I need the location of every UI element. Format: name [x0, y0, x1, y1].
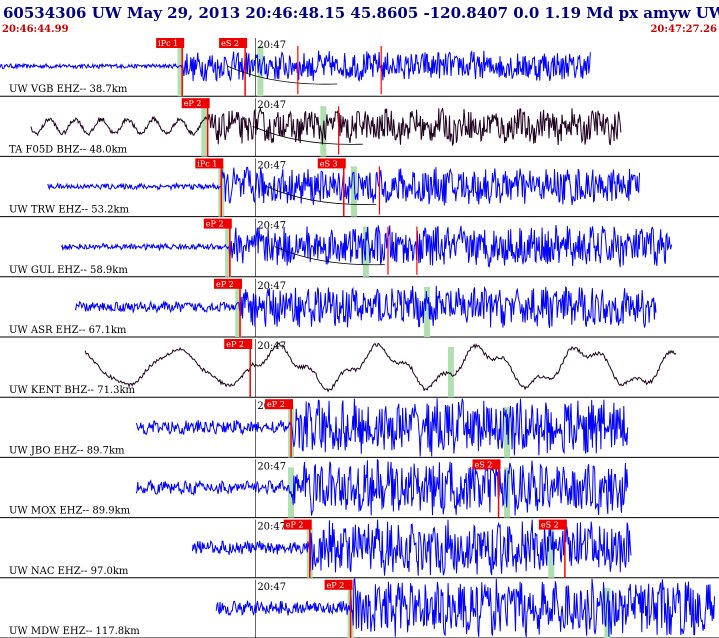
station-label: UW VGB EHZ-- 38.7km — [9, 84, 128, 95]
trace-panel: 20:47 iPc 1 eS 3 UW TRW EHZ-- 53.2km — [0, 158, 719, 218]
station-label: UW GUL EHZ-- 58.9km — [9, 265, 128, 276]
minute-marker-label: 20:47 — [257, 100, 286, 111]
arrival-window — [424, 286, 431, 337]
phase-pick-label: eP 2 — [267, 400, 285, 409]
trace-panel: 20:47 eP 2 UW GUL EHZ-- 58.9km — [0, 218, 719, 278]
minute-marker-label: 20:47 — [257, 582, 286, 593]
phase-pick-box — [214, 278, 243, 289]
arrival-window — [225, 226, 232, 277]
station-label: UW MOX EHZ-- 89.9km — [9, 506, 131, 517]
minute-marker-label: 20:47 — [257, 281, 286, 292]
arrival-window — [235, 286, 242, 337]
trace-panel: 20:47 eP 2 UW ASR EHZ-- 67.1km — [0, 278, 719, 338]
seismic-trace — [60, 225, 672, 268]
seismic-trace — [135, 398, 629, 457]
phase-pick-label: eS 2 — [221, 39, 239, 48]
trace-panel: 20:47 eP 2 eS 2 UW NAC EHZ-- 97.0km — [0, 519, 719, 579]
phase-pick-box — [224, 339, 253, 349]
station-label: UW KENT BHZ-- 71.3km — [9, 385, 136, 396]
travel-time-curve — [252, 125, 363, 145]
arrival-window — [604, 587, 611, 638]
seismic-trace — [84, 341, 677, 393]
arrival-window — [548, 527, 555, 578]
seismic-trace — [30, 106, 622, 147]
phase-pick-box — [219, 38, 248, 48]
phase-pick-label: eP 2 — [184, 99, 202, 108]
minute-marker-label: 20:47 — [257, 40, 286, 51]
travel-time-curve — [266, 186, 377, 205]
phase-pick-box — [324, 579, 353, 590]
trace-panel: 20:47 eS 2 UW MOX EHZ-- 89.9km — [0, 459, 719, 519]
minute-marker-label: 20:47 — [257, 461, 286, 472]
station-label: UW ASR EHZ-- 67.1km — [9, 325, 127, 336]
phase-pick-label: eP 2 — [216, 280, 234, 289]
station-label: UW TRW EHZ-- 53.2km — [9, 205, 130, 216]
phase-pick-box — [283, 519, 312, 530]
phase-pick-box — [181, 98, 210, 109]
phase-pick-label: eS 2 — [541, 521, 559, 530]
arrival-window — [350, 166, 357, 217]
phase-pick-box — [317, 158, 346, 169]
phase-pick-box — [265, 399, 294, 410]
event-title: 60534306 UW May 29, 2013 20:46:48.15 45.… — [3, 4, 719, 22]
station-label: UW NAC EHZ-- 97.0km — [9, 566, 129, 577]
seismic-trace — [74, 285, 657, 329]
phase-pick-box — [472, 459, 501, 470]
minute-marker-label: 20:47 — [257, 522, 286, 533]
arrival-window — [447, 347, 454, 398]
trace-panel: 20:47 eP 2 UW KENT BHZ-- 71.3km — [0, 339, 719, 398]
phase-pick-label: eP 2 — [226, 340, 244, 349]
phase-pick-label: eP 2 — [327, 581, 345, 590]
phase-pick-label: eP 2 — [286, 521, 304, 530]
seismic-trace — [215, 577, 715, 638]
minute-marker-label: 20:47 — [257, 160, 286, 171]
seismic-trace — [0, 50, 591, 83]
phase-pick-box — [156, 38, 185, 48]
phase-pick-box — [195, 158, 224, 169]
phase-pick-box — [203, 218, 232, 229]
phase-pick-label: eS 2 — [475, 460, 493, 469]
phase-pick-label: eP 2 — [206, 220, 224, 229]
end-time-label: 20:47:27.26 — [650, 24, 717, 35]
trace-panel: 20:47 eP 2 TA F05D BHZ-- 48.0km — [0, 98, 719, 157]
station-label: UW JBO EHZ-- 89.7km — [9, 445, 125, 456]
trace-panel: 20:47 iPc 1 eS 2 UW VGB EHZ-- 38.7km — [0, 38, 719, 97]
station-label: UW MDW EHZ-- 117.8km — [9, 626, 140, 637]
seismic-trace — [191, 519, 632, 576]
trace-panel: 20:47 eP 2 UW MDW EHZ-- 117.8km — [0, 577, 719, 638]
station-label: TA F05D BHZ-- 48.0km — [9, 144, 128, 155]
arrival-window — [201, 106, 208, 157]
travel-time-curve — [227, 65, 338, 85]
phase-pick-box — [538, 519, 567, 530]
arrival-window — [177, 46, 184, 97]
minute-marker-label: 20:47 — [257, 221, 286, 232]
phase-pick-label: iPc 1 — [158, 39, 178, 48]
phase-pick-label: iPc 1 — [197, 159, 217, 168]
travel-time-curve — [274, 246, 385, 266]
seismic-trace — [135, 459, 629, 516]
phase-pick-label: eS 3 — [320, 159, 338, 168]
start-time-label: 20:46:44.99 — [2, 24, 69, 35]
minute-marker-label: 20:47 — [257, 341, 286, 352]
